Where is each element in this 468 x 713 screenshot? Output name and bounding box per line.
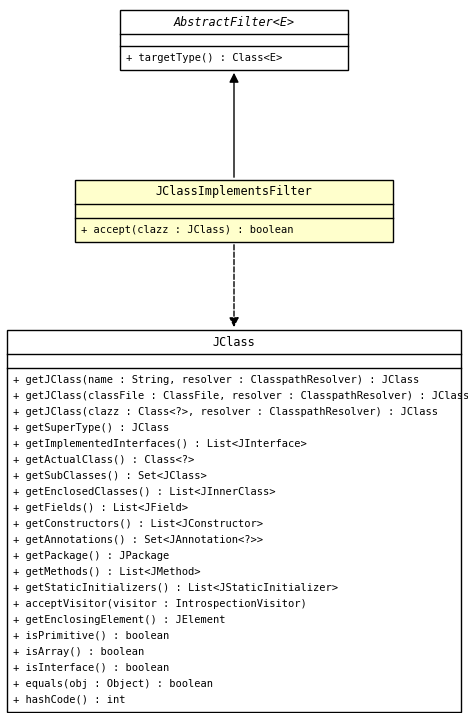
Text: + getAnnotations() : Set<JAnnotation<?>>: + getAnnotations() : Set<JAnnotation<?>> xyxy=(13,535,263,545)
Text: + getJClass(name : String, resolver : ClasspathResolver) : JClass: + getJClass(name : String, resolver : Cl… xyxy=(13,375,419,385)
Text: + getImplementedInterfaces() : List<JInterface>: + getImplementedInterfaces() : List<JInt… xyxy=(13,439,307,449)
Text: AbstractFilter<E>: AbstractFilter<E> xyxy=(174,16,294,29)
Text: + hashCode() : int: + hashCode() : int xyxy=(13,695,125,705)
Text: + getFields() : List<JField>: + getFields() : List<JField> xyxy=(13,503,188,513)
Text: + getEnclosedClasses() : List<JInnerClass>: + getEnclosedClasses() : List<JInnerClas… xyxy=(13,487,276,497)
Text: + getJClass(clazz : Class<?>, resolver : ClasspathResolver) : JClass: + getJClass(clazz : Class<?>, resolver :… xyxy=(13,407,438,417)
Text: + acceptVisitor(visitor : IntrospectionVisitor): + acceptVisitor(visitor : IntrospectionV… xyxy=(13,599,307,609)
Bar xyxy=(7,330,461,712)
Text: + isPrimitive() : boolean: + isPrimitive() : boolean xyxy=(13,631,169,641)
Bar xyxy=(75,180,393,242)
Text: + getPackage() : JPackage: + getPackage() : JPackage xyxy=(13,551,169,561)
Text: + targetType() : Class<E>: + targetType() : Class<E> xyxy=(126,53,282,63)
Text: + getSubClasses() : Set<JClass>: + getSubClasses() : Set<JClass> xyxy=(13,471,207,481)
Text: + getSuperType() : JClass: + getSuperType() : JClass xyxy=(13,423,169,433)
Text: + isArray() : boolean: + isArray() : boolean xyxy=(13,647,144,657)
Text: + getStaticInitializers() : List<JStaticInitializer>: + getStaticInitializers() : List<JStatic… xyxy=(13,583,338,593)
Text: + isInterface() : boolean: + isInterface() : boolean xyxy=(13,663,169,673)
Text: JClassImplementsFilter: JClassImplementsFilter xyxy=(156,185,312,198)
Text: + equals(obj : Object) : boolean: + equals(obj : Object) : boolean xyxy=(13,679,213,689)
Text: + getConstructors() : List<JConstructor>: + getConstructors() : List<JConstructor> xyxy=(13,519,263,529)
Text: + getJClass(classFile : ClassFile, resolver : ClasspathResolver) : JClass: + getJClass(classFile : ClassFile, resol… xyxy=(13,391,468,401)
Text: + accept(clazz : JClass) : boolean: + accept(clazz : JClass) : boolean xyxy=(81,225,293,235)
Text: JClass: JClass xyxy=(212,336,256,349)
Text: + getEnclosingElement() : JElement: + getEnclosingElement() : JElement xyxy=(13,615,226,625)
Bar xyxy=(120,10,348,70)
Text: + getActualClass() : Class<?>: + getActualClass() : Class<?> xyxy=(13,455,194,465)
Text: + getMethods() : List<JMethod>: + getMethods() : List<JMethod> xyxy=(13,567,200,577)
